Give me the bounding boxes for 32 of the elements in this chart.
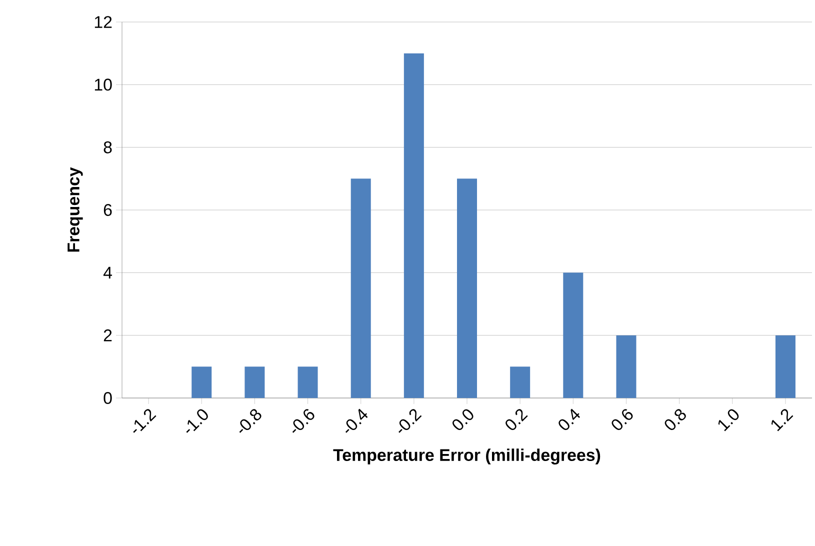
bar xyxy=(298,366,318,398)
x-tick-label: -1.0 xyxy=(186,409,208,433)
y-tick-label: 0 xyxy=(104,392,112,404)
y-tick-label: 12 xyxy=(94,16,112,28)
x-tick-label: -0.2 xyxy=(398,409,422,433)
x-tick-label: 0.2 xyxy=(506,409,528,430)
y-tick-label: 2 xyxy=(104,329,112,342)
x-tick-label: -0.6 xyxy=(292,409,314,433)
bar xyxy=(563,272,584,398)
x-tick-label: -0.8 xyxy=(239,409,262,433)
bar xyxy=(350,178,371,398)
x-tick-label: 0.6 xyxy=(612,409,633,430)
y-tick-label: 6 xyxy=(104,204,112,216)
y-tick-label: 10 xyxy=(94,78,112,91)
x-tick-label: 0.8 xyxy=(664,409,686,430)
x-tick-label: 1.0 xyxy=(718,409,739,432)
y-axis-title: Frequency xyxy=(68,167,83,252)
x-axis-title: Temperature Error (milli-degrees) xyxy=(333,448,600,464)
bar xyxy=(775,335,796,398)
bar xyxy=(616,335,636,398)
bar xyxy=(510,366,530,398)
y-tick-label: 4 xyxy=(103,266,112,278)
bar xyxy=(192,366,212,398)
x-tick-label: -0.4 xyxy=(345,408,368,433)
y-tick-label: 8 xyxy=(104,141,112,154)
x-tick-label: -1.2 xyxy=(133,409,156,433)
bar xyxy=(457,178,478,398)
x-tick-label: 0.0 xyxy=(452,409,474,430)
x-tick-label: 1.2 xyxy=(771,409,794,432)
bar xyxy=(404,53,424,398)
x-tick-label: 0.4 xyxy=(558,408,580,430)
bar xyxy=(244,366,265,398)
